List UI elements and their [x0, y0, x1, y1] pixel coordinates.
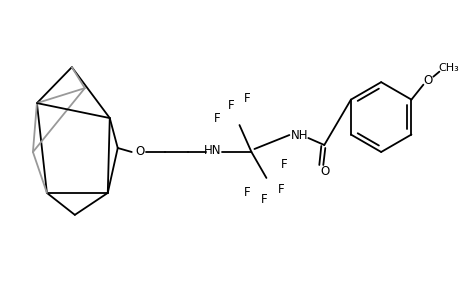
- Text: F: F: [261, 194, 267, 206]
- Text: CH₃: CH₃: [437, 63, 458, 73]
- Text: O: O: [423, 74, 432, 87]
- Text: F: F: [244, 92, 250, 105]
- Text: F: F: [214, 112, 220, 124]
- Text: NH: NH: [290, 128, 308, 142]
- Text: O: O: [135, 146, 144, 158]
- Text: O: O: [320, 166, 329, 178]
- Text: F: F: [228, 99, 234, 112]
- Text: HN: HN: [203, 145, 221, 158]
- Text: F: F: [244, 186, 250, 200]
- Text: F: F: [280, 158, 287, 172]
- Text: F: F: [278, 183, 284, 196]
